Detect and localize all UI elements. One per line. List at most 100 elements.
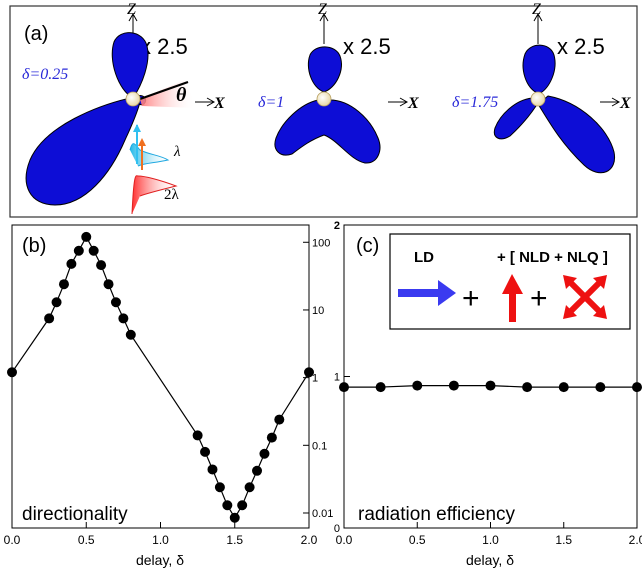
x-axis-label: X — [407, 95, 419, 112]
series-line — [11, 235, 310, 519]
upper-lobe — [307, 46, 342, 93]
x-axis-label: X — [619, 95, 631, 112]
data-point — [66, 258, 77, 269]
legend-box: LD + [ NLD + NLQ ] + + — [389, 233, 631, 330]
side-lobe — [493, 97, 537, 140]
panel-b-chart: (b) directionality delay, δ 0.0 0.5 1.0 1.5… — [4, 224, 333, 568]
data-point — [81, 231, 92, 242]
ld-arrow-icon — [398, 280, 456, 306]
data-point — [96, 260, 107, 271]
data-point — [222, 500, 233, 511]
z-axis-label: Z — [532, 1, 542, 18]
x-tick-label: 1.5 — [555, 533, 572, 547]
data-point — [375, 382, 386, 393]
scale-label: x 2.5 — [557, 34, 605, 59]
x-tick-label: 0.5 — [409, 533, 426, 547]
x-tick-label: 2.0 — [629, 533, 642, 547]
data-point — [522, 382, 533, 393]
x-tick-label: 1.0 — [482, 533, 499, 547]
x-tick-label: 2.0 — [301, 533, 318, 547]
data-point — [7, 367, 17, 378]
nld-arrow-icon — [502, 274, 523, 322]
x-tick-label: 0.5 — [78, 533, 95, 547]
y-tick-label: 1 — [312, 373, 318, 385]
chart-annotation: radiation efficiency — [358, 504, 516, 525]
data-point — [207, 464, 218, 475]
upper-lobe — [111, 32, 149, 99]
z-axis-label: Z — [318, 1, 328, 18]
y-tick-label: 0 — [334, 523, 340, 535]
data-point — [88, 245, 99, 256]
data-point — [412, 380, 423, 391]
pulse-inset: λ 2λ — [129, 124, 181, 215]
data-point — [125, 329, 136, 340]
x-tick-label: 0.0 — [4, 533, 21, 547]
delta-label-2: δ=1 — [258, 94, 284, 111]
y-tick-label: 100 — [312, 237, 330, 249]
laser-beam — [140, 80, 196, 108]
data-point — [244, 482, 255, 493]
x-axis-title: delay, δ — [136, 552, 184, 568]
data-point — [558, 382, 569, 393]
data-point — [214, 482, 225, 493]
data-point — [44, 313, 55, 324]
plus-sign-1: + — [462, 282, 480, 315]
chart-annotation: directionality — [22, 504, 128, 525]
data-point — [192, 430, 203, 441]
y-tick-label: 2 — [334, 220, 340, 232]
lower-lobe — [537, 95, 616, 174]
radiation-pattern-3: Z x 2.5 δ=1.75 X — [452, 1, 631, 174]
nl-label: + [ NLD + NLQ ] — [497, 249, 608, 266]
radiation-pattern-2: Z x 2.5 δ=1 X — [258, 1, 419, 164]
lower-lobe — [25, 97, 141, 206]
scale-label: x 2.5 — [343, 34, 391, 59]
particle — [125, 91, 141, 107]
pulse-lambda — [129, 143, 170, 167]
panel-a: (a) Z x 2.5 θ X δ=0.25 — [9, 1, 638, 218]
panel-c-chart: (c) radiation efficiency delay, δ 0.0 0.5… — [334, 220, 642, 568]
data-point — [259, 448, 270, 459]
data-point — [118, 313, 129, 324]
data-point — [237, 500, 248, 511]
y-tick-label: 10 — [312, 305, 324, 317]
data-point — [58, 279, 69, 290]
nlq-cross-arrows-icon — [563, 275, 607, 319]
panel-a-frame — [9, 5, 638, 218]
panel-a-label: (a) — [24, 23, 48, 45]
data-point — [103, 279, 114, 290]
radiation-pattern-1: Z x 2.5 θ X δ=0.25 λ — [22, 1, 225, 215]
data-point — [274, 414, 285, 425]
y-tick-label: 1 — [334, 372, 340, 384]
data-point — [252, 465, 263, 476]
x-tick-label: 1.0 — [152, 533, 169, 547]
data-point — [229, 512, 240, 523]
delta-label-1: δ=0.25 — [22, 66, 68, 83]
data-point — [304, 367, 314, 378]
data-point — [200, 446, 211, 457]
pulse-2lambda — [131, 175, 178, 215]
upper-lobe — [522, 44, 556, 95]
data-point — [266, 432, 277, 443]
panel-c-label: (c) — [356, 235, 379, 257]
plot-frame — [11, 224, 310, 529]
data-point — [339, 382, 349, 393]
data-point — [73, 245, 84, 256]
y-tick-label: 0.1 — [312, 440, 327, 452]
data-point — [595, 382, 606, 393]
data-point — [51, 297, 62, 308]
x-tick-label: 0.0 — [336, 533, 353, 547]
lower-lobe — [274, 99, 381, 164]
data-point — [448, 380, 459, 391]
x-axis-label: X — [213, 95, 225, 112]
z-axis-label: Z — [127, 1, 137, 18]
plus-sign-2: + — [530, 282, 548, 315]
data-point — [110, 297, 121, 308]
data-point — [485, 380, 496, 391]
x-tick-label: 1.5 — [226, 533, 243, 547]
lambda-label: λ — [173, 144, 181, 160]
delta-label-3: δ=1.75 — [452, 94, 498, 111]
theta-label: θ — [176, 84, 187, 106]
ld-label: LD — [414, 249, 434, 266]
data-point — [632, 382, 642, 393]
